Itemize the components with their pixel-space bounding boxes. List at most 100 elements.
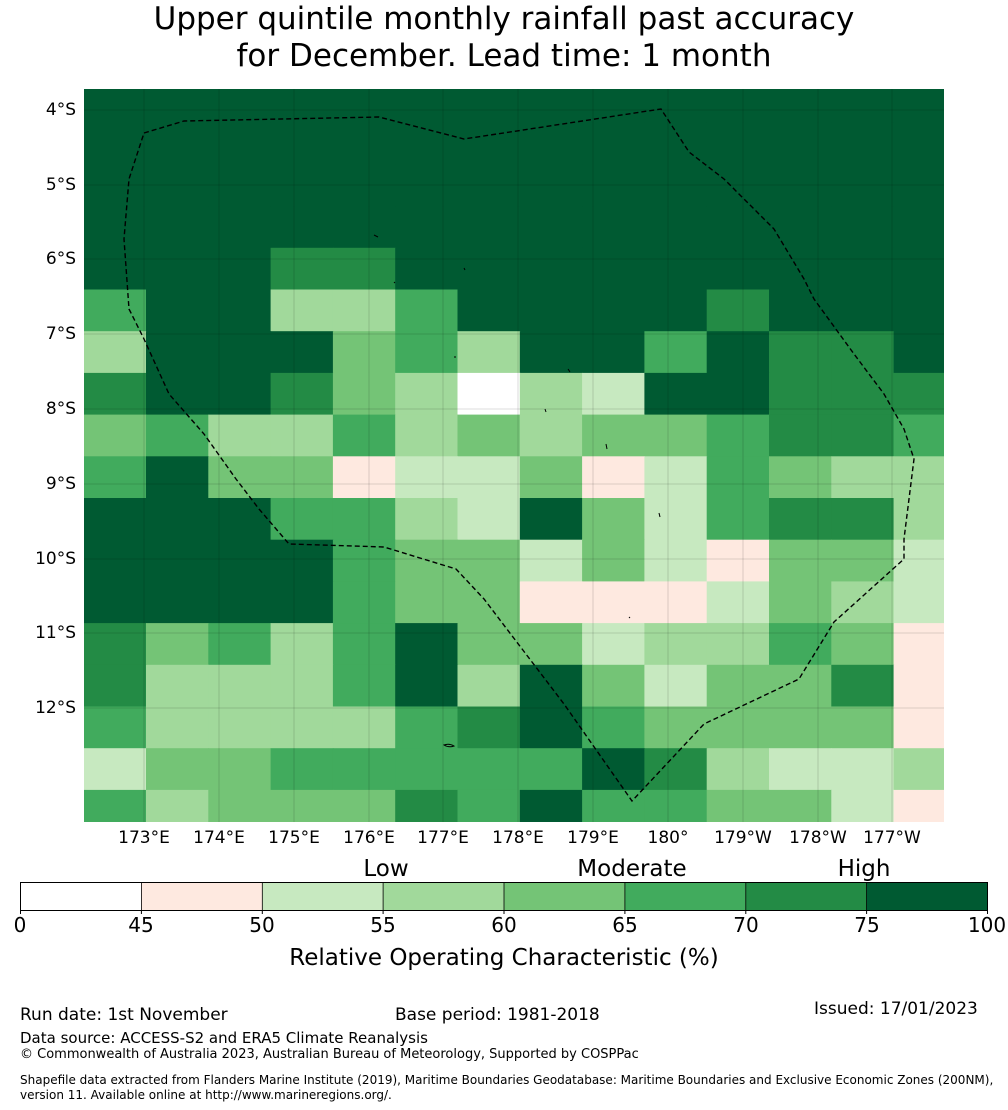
map-grid-cell — [582, 122, 645, 165]
map-grid-cell — [644, 206, 708, 249]
lat-label: 10°S — [35, 549, 76, 569]
map-grid-cell — [519, 89, 583, 124]
map-grid-cell — [146, 581, 209, 624]
map-grid-cell — [706, 664, 770, 708]
map-grid-cell — [146, 498, 209, 541]
map-grid-cell — [831, 706, 895, 749]
shapefile-credit-line2: version 11. Available online at http://w… — [20, 1088, 392, 1102]
map-grid-cell — [270, 539, 334, 582]
lat-label: 6°S — [45, 249, 76, 269]
map-grid-cell — [146, 623, 209, 666]
map-grid-cell — [457, 456, 521, 499]
map-grid-cell — [208, 748, 272, 791]
map-grid-cell — [84, 789, 147, 822]
map-grid-cell — [84, 539, 147, 582]
map-grid-cell — [831, 331, 895, 374]
lon-label: 179°E — [567, 828, 619, 848]
map-grid-cell — [332, 498, 396, 541]
map-grid-cell — [644, 456, 708, 499]
map-grid-cell — [893, 331, 944, 374]
map-grid-cell — [706, 498, 770, 541]
lon-label: 180° — [647, 828, 689, 848]
map-grid-cell — [84, 247, 147, 291]
map-grid-cell — [84, 164, 147, 207]
colorbar — [20, 882, 988, 914]
map-grid-cell — [893, 89, 944, 124]
map-grid-cell — [457, 206, 521, 249]
map-grid-cell — [332, 206, 396, 249]
colorbar-tick-label: 60 — [491, 913, 517, 937]
map-grid-cell — [395, 623, 459, 666]
map-grid-cell — [769, 331, 832, 374]
map-grid-cell — [582, 706, 645, 749]
map-grid-cell — [706, 581, 770, 624]
map-grid-cell — [519, 289, 583, 332]
lon-label: 175°E — [268, 828, 320, 848]
colorbar-segment — [504, 882, 626, 911]
map-grid-cell — [644, 748, 708, 791]
map-grid-cell — [146, 539, 209, 582]
map-grid-cell — [582, 498, 645, 541]
map-grid-cell — [519, 498, 583, 541]
lon-label: 174°E — [193, 828, 245, 848]
map-grid-cell — [270, 247, 334, 291]
map-grid-cell — [270, 748, 334, 791]
map-grid-cell — [644, 164, 708, 207]
map-grid-cell — [519, 581, 583, 624]
rainfall-accuracy-map — [84, 89, 944, 822]
map-grid-cell — [893, 748, 944, 791]
map-grid-cell — [270, 456, 334, 499]
map-grid-cell — [270, 372, 334, 416]
map-title-line1: Upper quintile monthly rainfall past acc… — [153, 1, 855, 37]
map-grid-cell — [457, 539, 521, 582]
map-grid-cell — [831, 581, 895, 624]
map-grid-cell — [395, 289, 459, 332]
map-grid-cell — [519, 706, 583, 749]
map-grid-cell — [84, 206, 147, 249]
map-grid-cell — [332, 331, 396, 374]
map-grid-cell — [332, 456, 396, 499]
colorbar-tick-label: 70 — [733, 913, 759, 937]
map-grid-cell — [332, 706, 396, 749]
map-grid-cell — [84, 623, 147, 666]
map-grid-cell — [582, 372, 645, 416]
map-grid-cell — [208, 623, 272, 666]
colorbar-tick-label: 100 — [967, 913, 1007, 937]
map-grid-cell — [84, 122, 147, 165]
map-grid-cell — [270, 706, 334, 749]
map-grid-cell — [457, 498, 521, 541]
map-grid-cell — [457, 247, 521, 291]
map-grid-cell — [519, 748, 583, 791]
map-grid-cell — [582, 539, 645, 582]
map-grid-cell — [146, 206, 209, 249]
map-grid-cell — [893, 623, 944, 666]
map-grid-cell — [582, 789, 645, 822]
map-grid-cell — [769, 206, 832, 249]
issued-date: Issued: 17/01/2023 — [814, 999, 978, 1019]
map-grid-cell — [208, 206, 272, 249]
map-grid-cell — [582, 164, 645, 207]
map-grid-cell — [582, 89, 645, 124]
map-grid-cell — [146, 456, 209, 499]
map-grid-cell — [706, 539, 770, 582]
lat-label: 7°S — [45, 324, 76, 344]
map-grid-cell — [457, 706, 521, 749]
map-grid-cell — [270, 206, 334, 249]
map-grid-cell — [769, 789, 832, 822]
map-grid-cell — [270, 789, 334, 822]
map-grid-cell — [146, 664, 209, 708]
map-grid-cell — [208, 372, 272, 416]
category-high: High — [837, 856, 891, 882]
lat-label: 4°S — [45, 100, 76, 120]
map-grid-cell — [831, 664, 895, 708]
map-grid-cell — [893, 664, 944, 708]
map-grid-cell — [582, 247, 645, 291]
colorbar-segment — [383, 882, 505, 911]
colorbar-tick-label: 45 — [128, 913, 154, 937]
map-grid-cell — [644, 498, 708, 541]
map-grid-cell — [208, 289, 272, 332]
map-grid-cell — [831, 498, 895, 541]
map-grid-cell — [395, 748, 459, 791]
map-grid-cell — [893, 498, 944, 541]
map-grid-cell — [519, 456, 583, 499]
